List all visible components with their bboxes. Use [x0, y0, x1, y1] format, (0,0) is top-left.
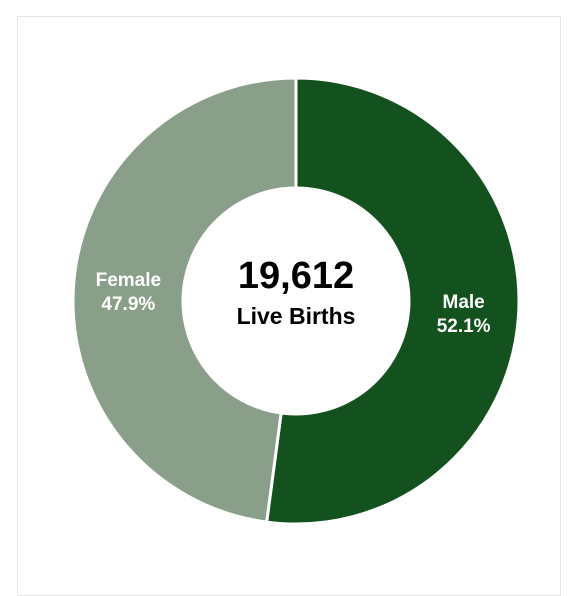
slice-percent-male: 52.1%: [437, 316, 491, 337]
donut-chart: Male 52.1% Female 47.9% 19,612 Live Births: [71, 76, 521, 526]
center-total-label: Live Births: [237, 303, 356, 329]
slice-label-male: Male: [443, 292, 485, 313]
slice-label-female: Female: [96, 270, 161, 291]
slice-percent-female: 47.9%: [101, 294, 155, 315]
slice-labels: Male 52.1% Female 47.9%: [96, 270, 491, 337]
center-total-value: 19,612: [238, 255, 354, 297]
donut-slices: [71, 76, 521, 526]
donut-hole: [183, 188, 409, 414]
